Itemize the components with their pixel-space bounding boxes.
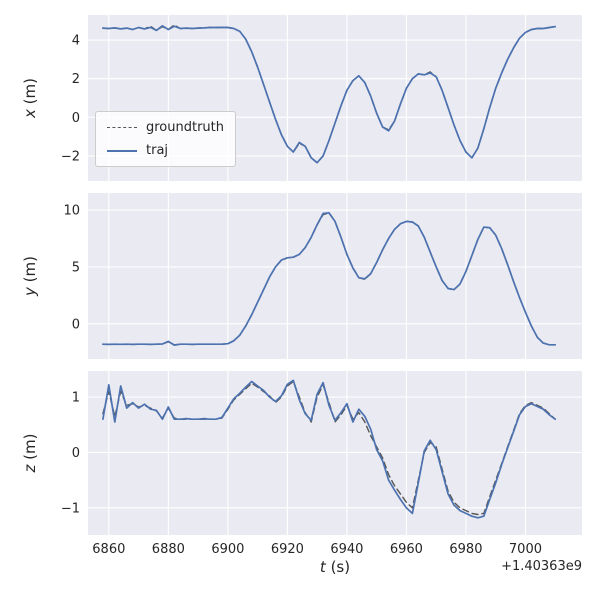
svg-text:−2: −2 — [61, 149, 80, 164]
svg-text:10: 10 — [63, 204, 80, 219]
x-axis-label-unit: (s) — [325, 558, 351, 576]
dashed-line-sample-icon — [107, 127, 137, 128]
y-axis-label-y-var: y — [21, 287, 39, 296]
svg-text:0: 0 — [72, 317, 80, 332]
svg-text:5: 5 — [72, 260, 80, 275]
svg-text:1: 1 — [72, 391, 80, 406]
legend-label-groundtruth: groundtruth — [146, 120, 225, 135]
legend-entry-traj: traj — [107, 143, 224, 158]
svg-text:−1: −1 — [61, 501, 80, 516]
y-axis-label-x-unit: (m) — [21, 78, 39, 110]
svg-text:4: 4 — [72, 34, 80, 49]
y-axis-label-y: y (m) — [21, 206, 39, 346]
legend-entry-groundtruth: groundtruth — [107, 120, 224, 135]
y-axis-label-x-var: x — [21, 109, 39, 118]
y-axis-label-z: z (m) — [21, 383, 39, 523]
svg-text:0: 0 — [72, 111, 80, 126]
solid-line-sample-icon — [107, 149, 137, 152]
svg-text:0: 0 — [72, 446, 80, 461]
svg-text:6900: 6900 — [211, 542, 244, 557]
svg-text:6880: 6880 — [152, 542, 185, 557]
svg-text:6860: 6860 — [92, 542, 125, 557]
legend-label-traj: traj — [146, 143, 169, 158]
svg-text:6920: 6920 — [271, 542, 304, 557]
svg-text:6940: 6940 — [330, 542, 363, 557]
svg-text:6980: 6980 — [449, 542, 482, 557]
y-axis-label-x: x (m) — [21, 28, 39, 168]
x-axis-label-var: t — [319, 558, 326, 576]
y-axis-label-z-var: z — [21, 464, 39, 473]
legend: groundtruth traj — [95, 111, 237, 167]
y-axis-label-y-unit: (m) — [21, 256, 39, 288]
y-axis-label-z-unit: (m) — [21, 433, 39, 465]
svg-text:6960: 6960 — [390, 542, 423, 557]
svg-text:7000: 7000 — [509, 542, 542, 557]
x-axis-label: t (s) — [88, 558, 582, 576]
x-axis-offset-text: +1.40363e9 — [501, 559, 582, 574]
svg-text:2: 2 — [72, 72, 80, 87]
